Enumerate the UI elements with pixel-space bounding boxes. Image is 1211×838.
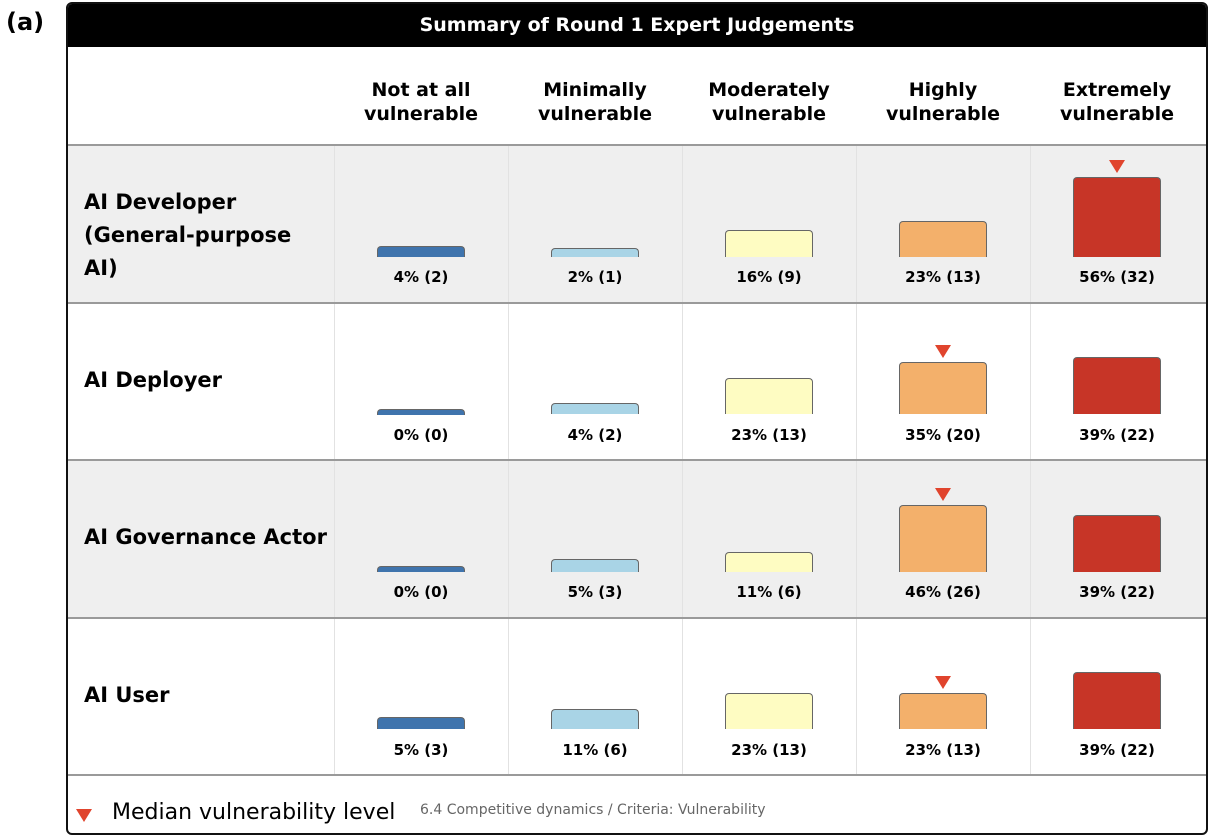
column-separator — [682, 146, 683, 302]
column-separator — [682, 303, 683, 459]
value-label: 46% (26) — [905, 583, 981, 601]
column-separator — [508, 303, 509, 459]
bar — [725, 693, 813, 730]
column-header: Minimally vulnerable — [537, 79, 653, 125]
bar — [377, 566, 465, 572]
value-label: 39% (22) — [1079, 425, 1155, 444]
bar — [1073, 357, 1161, 415]
bar — [899, 220, 987, 257]
value-label: 39% (22) — [1079, 740, 1155, 759]
bar — [899, 362, 987, 415]
note: 6.4 Competitive dynamics / Criteria: Vul… — [420, 802, 766, 818]
bar — [725, 551, 813, 572]
bar — [899, 693, 987, 730]
column-separator — [682, 461, 683, 617]
value-label: 56% (32) — [1079, 268, 1155, 286]
row-background — [68, 459, 1206, 619]
value-label: 23% (13) — [731, 425, 807, 444]
value-label: 16% (9) — [736, 268, 802, 286]
panel-label: (a) — [6, 8, 45, 36]
median-marker — [935, 488, 951, 502]
chart-title: Summary of Round 1 Expert Judgements — [68, 4, 1206, 47]
column-separator — [856, 303, 857, 459]
chart-panel: Summary of Round 1 Expert Judgements Med… — [66, 2, 1208, 835]
bar — [551, 403, 639, 415]
median-marker — [935, 345, 951, 359]
column-separator — [856, 461, 857, 617]
value-label: 0% (0) — [393, 425, 449, 444]
column-separator — [856, 618, 857, 774]
value-label: 4% (2) — [567, 425, 623, 444]
value-label: 2% (1) — [567, 268, 623, 286]
column-separator — [1030, 146, 1031, 302]
column-header: Extremely vulnerable — [1059, 79, 1175, 125]
legend-marker — [76, 809, 92, 822]
bar — [377, 245, 465, 257]
bar — [377, 408, 465, 415]
value-label: 23% (13) — [731, 740, 807, 759]
column-separator — [334, 146, 335, 302]
value-label: 11% (6) — [562, 740, 628, 759]
value-label: 39% (22) — [1079, 583, 1155, 601]
value-label: 5% (3) — [393, 740, 449, 759]
bar — [551, 709, 639, 730]
column-header: Moderately vulnerable — [708, 79, 830, 125]
column-separator — [334, 303, 335, 459]
row-label: AI Deployer — [84, 367, 222, 392]
column-separator — [1030, 618, 1031, 774]
bar — [1073, 177, 1161, 257]
column-separator — [1030, 303, 1031, 459]
row-background — [68, 301, 1206, 461]
column-separator — [682, 618, 683, 774]
column-separator — [1030, 461, 1031, 617]
column-separator — [856, 146, 857, 302]
value-label: 0% (0) — [393, 583, 449, 601]
bar — [725, 229, 813, 257]
column-separator — [334, 618, 335, 774]
row-background — [68, 616, 1206, 776]
bar — [1073, 514, 1161, 572]
value-label: 5% (3) — [567, 583, 623, 601]
value-label: 11% (6) — [736, 583, 802, 601]
legend-label: Median vulnerability level — [112, 800, 396, 825]
value-label: 23% (13) — [905, 740, 981, 759]
row-label: AI User — [84, 682, 170, 707]
bar — [551, 559, 639, 572]
value-label: 35% (20) — [905, 425, 981, 444]
value-label: 23% (13) — [905, 268, 981, 286]
row-label: AI Developer (General-purpose AI) — [84, 190, 292, 280]
row-label: AI Governance Actor — [84, 525, 327, 549]
column-separator — [508, 146, 509, 302]
median-marker — [1109, 160, 1125, 174]
column-header: Not at all vulnerable — [363, 79, 479, 125]
row-background — [68, 144, 1206, 304]
bar — [1073, 672, 1161, 730]
column-separator — [334, 461, 335, 617]
value-label: 4% (2) — [393, 268, 449, 286]
bar — [899, 505, 987, 572]
median-marker — [935, 676, 951, 690]
column-separator — [508, 618, 509, 774]
bar — [725, 378, 813, 415]
column-header: Highly vulnerable — [885, 79, 1001, 125]
bar — [551, 248, 639, 257]
row-separator — [68, 774, 1206, 776]
column-separator — [508, 461, 509, 617]
bar — [377, 716, 465, 730]
